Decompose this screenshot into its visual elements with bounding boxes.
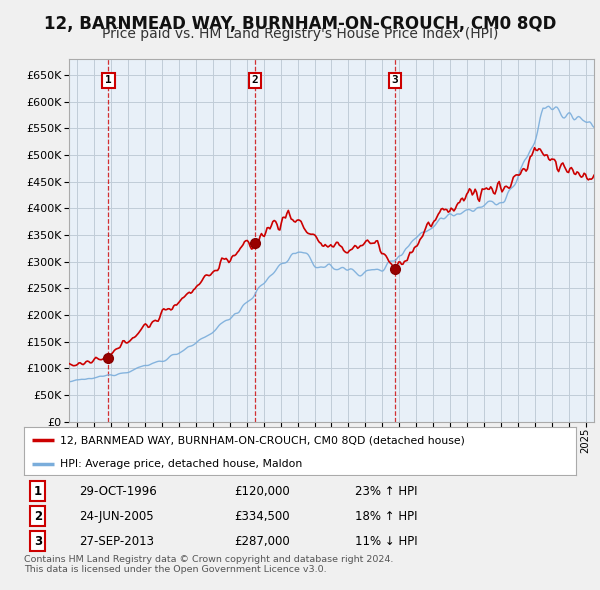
Text: £287,000: £287,000 bbox=[234, 535, 290, 548]
Text: 1: 1 bbox=[105, 76, 112, 86]
Text: 3: 3 bbox=[391, 76, 398, 86]
Text: £120,000: £120,000 bbox=[234, 485, 290, 498]
Text: 23% ↑ HPI: 23% ↑ HPI bbox=[355, 485, 418, 498]
Text: 11% ↓ HPI: 11% ↓ HPI bbox=[355, 535, 418, 548]
Text: 29-OCT-1996: 29-OCT-1996 bbox=[79, 485, 157, 498]
Text: 12, BARNMEAD WAY, BURNHAM-ON-CROUCH, CM0 8QD (detached house): 12, BARNMEAD WAY, BURNHAM-ON-CROUCH, CM0… bbox=[60, 435, 465, 445]
Text: 24-JUN-2005: 24-JUN-2005 bbox=[79, 510, 154, 523]
Text: 3: 3 bbox=[34, 535, 42, 548]
Text: 2: 2 bbox=[34, 510, 42, 523]
Text: £334,500: £334,500 bbox=[234, 510, 289, 523]
Text: HPI: Average price, detached house, Maldon: HPI: Average price, detached house, Mald… bbox=[60, 459, 302, 469]
Text: 27-SEP-2013: 27-SEP-2013 bbox=[79, 535, 154, 548]
Text: 2: 2 bbox=[251, 76, 259, 86]
Text: 12, BARNMEAD WAY, BURNHAM-ON-CROUCH, CM0 8QD: 12, BARNMEAD WAY, BURNHAM-ON-CROUCH, CM0… bbox=[44, 15, 556, 33]
Text: Price paid vs. HM Land Registry's House Price Index (HPI): Price paid vs. HM Land Registry's House … bbox=[102, 27, 498, 41]
Text: Contains HM Land Registry data © Crown copyright and database right 2024.
This d: Contains HM Land Registry data © Crown c… bbox=[24, 555, 394, 574]
Text: 1: 1 bbox=[34, 485, 42, 498]
Text: 18% ↑ HPI: 18% ↑ HPI bbox=[355, 510, 418, 523]
